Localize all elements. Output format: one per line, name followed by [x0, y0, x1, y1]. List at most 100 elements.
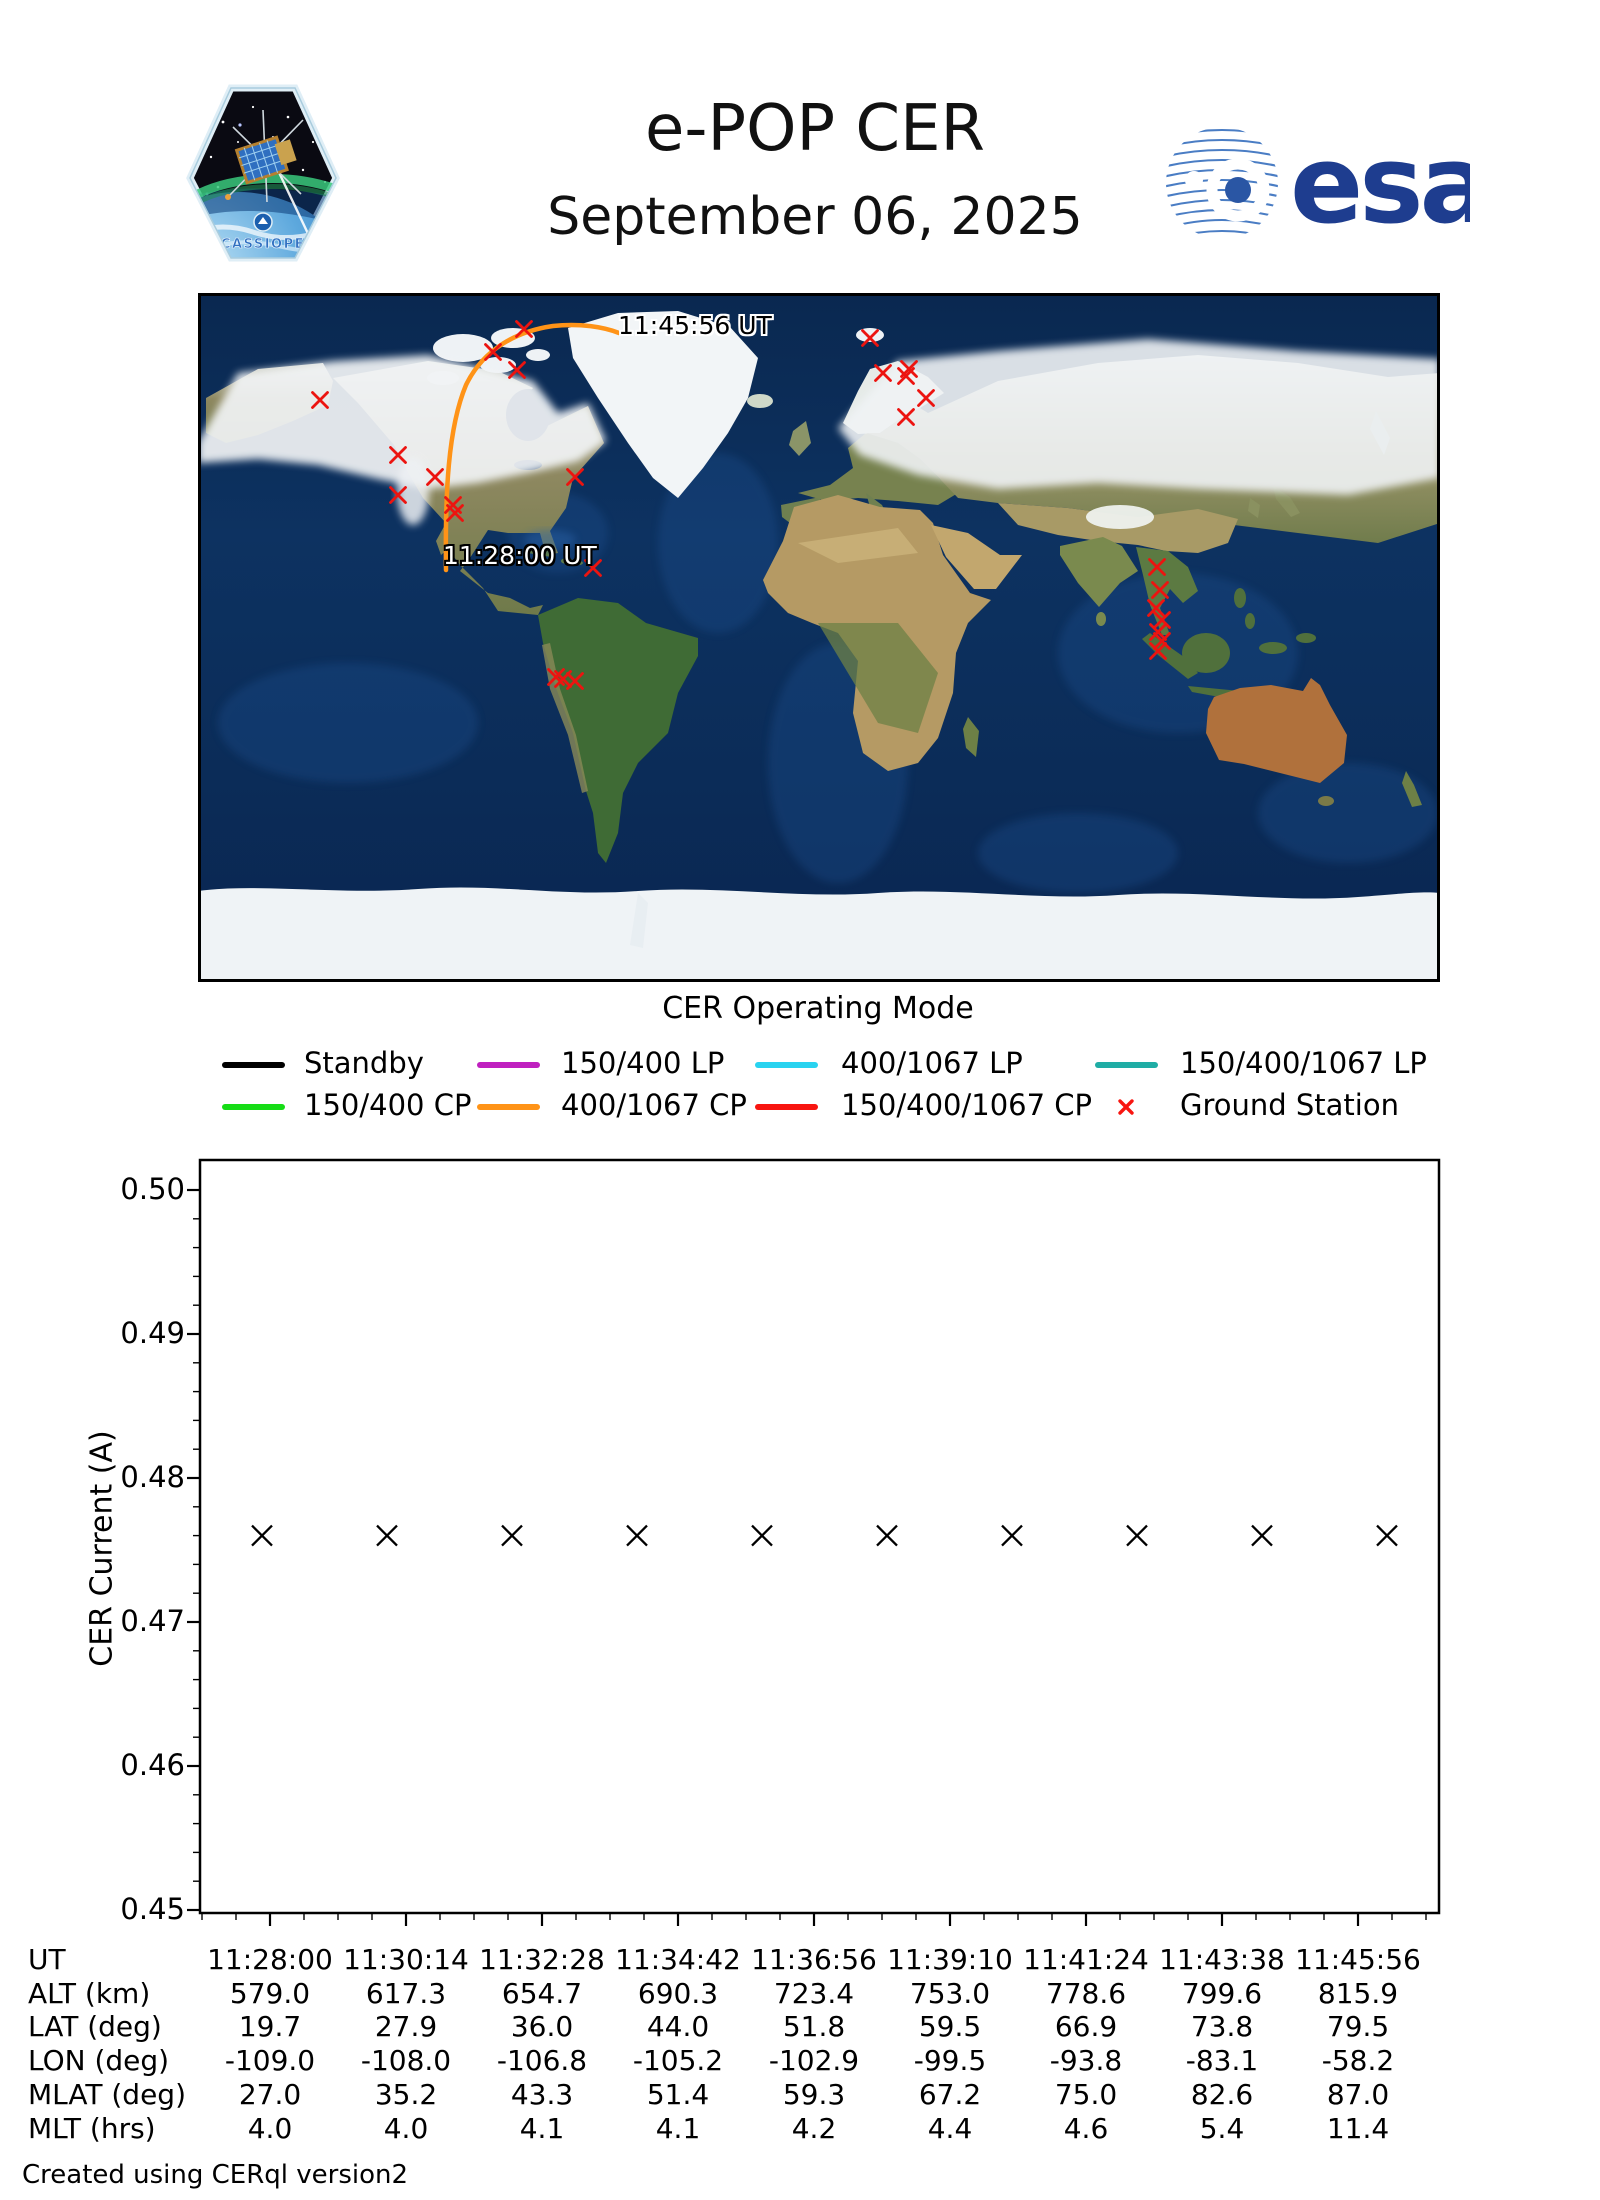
table-row-label: MLAT (deg) [28, 2078, 187, 2111]
cassiope-mission-patch-icon: CASSIOPE [186, 84, 340, 262]
table-cell: -108.0 [360, 2044, 452, 2077]
ground-station-marker [1153, 632, 1171, 650]
legend-swatch-150-400-1067-cp [755, 1104, 818, 1110]
legend-label-standby: Standby [304, 1046, 424, 1080]
ground-station-marker [515, 320, 533, 338]
table-cell: 11:28:00 [207, 1943, 333, 1976]
map-graphic [198, 293, 1440, 982]
legend-swatch-150-400-1067-lp [1095, 1062, 1158, 1068]
table-cell: 27.9 [374, 2010, 438, 2043]
table-cell: 690.3 [637, 1977, 719, 2010]
ground-station-marker [311, 391, 329, 409]
table-cell: 4.6 [1063, 2112, 1109, 2145]
legend-title: CER Operating Mode [662, 991, 974, 1026]
track-end-time-label: 11:45:56 UT [618, 311, 772, 340]
ground-station-marker [1149, 642, 1167, 660]
legend-swatch-150-400-cp [222, 1104, 285, 1110]
table-row-label: MLT (hrs) [28, 2112, 156, 2145]
ground-station-marker [861, 329, 879, 347]
y-tick-label: 0.50 [120, 1172, 185, 1206]
ground-station-marker [897, 408, 915, 426]
world-map: 11:45:56 UT 11:28:00 UT [198, 293, 1440, 982]
legend-label-ground-station: Ground Station [1180, 1088, 1399, 1122]
ground-station-marker [897, 367, 915, 385]
ground-stations-layer [311, 320, 1171, 690]
data-point-marker [626, 1524, 648, 1547]
table-cell: 4.2 [791, 2112, 837, 2145]
ground-station-marker [426, 468, 444, 486]
table-cell: 4.1 [519, 2112, 565, 2145]
plot-data-markers [251, 1524, 1398, 1547]
y-tick-label: 0.49 [120, 1316, 185, 1350]
page-title: e-POP CER [645, 92, 985, 166]
ground-station-marker [389, 446, 407, 464]
legend-swatch-standby [222, 1062, 285, 1068]
legend-swatch-150-400-lp [477, 1062, 540, 1068]
table-cell: -105.2 [632, 2044, 724, 2077]
ground-station-marker [566, 672, 584, 690]
legend-label-400-1067-lp: 400/1067 LP [841, 1046, 1023, 1080]
table-cell: 4.0 [383, 2112, 429, 2145]
ground-station-marker [508, 361, 526, 379]
y-tick-label: 0.45 [120, 1892, 185, 1926]
table-row-label: UT [28, 1943, 66, 1976]
data-point-marker [876, 1524, 898, 1547]
data-point-marker [1126, 1524, 1148, 1547]
cer-current-plot [187, 1158, 1441, 1926]
table-cell: 11:45:56 [1295, 1943, 1421, 1976]
table-cell: 4.4 [927, 2112, 973, 2145]
table-cell: 67.2 [918, 2078, 982, 2111]
table-cell: 4.1 [655, 2112, 701, 2145]
legend-label-150-400-lp: 150/400 LP [561, 1046, 725, 1080]
ground-station-marker [1147, 599, 1165, 617]
table-cell: -99.5 [913, 2044, 987, 2077]
table-cell: 35.2 [374, 2078, 438, 2111]
patch-text: CASSIOPE [221, 237, 305, 252]
data-point-marker [751, 1524, 773, 1547]
ground-station-marker [917, 389, 935, 407]
orbit-track [443, 322, 622, 573]
table-cell: 5.4 [1199, 2112, 1245, 2145]
track-start-time-label: 11:28:00 UT [443, 541, 597, 570]
data-point-marker [251, 1524, 273, 1547]
data-point-marker [1376, 1524, 1398, 1547]
table-cell: 27.0 [238, 2078, 302, 2111]
table-cell: 51.8 [782, 2010, 846, 2043]
table-cell: 617.3 [365, 1977, 447, 2010]
y-tick-label: 0.48 [120, 1460, 185, 1494]
table-cell: 87.0 [1326, 2078, 1390, 2111]
y-axis-label: CER Current (A) [84, 1430, 120, 1667]
ground-station-marker [584, 559, 602, 577]
table-cell: 815.9 [1317, 1977, 1399, 2010]
table-row-label: LON (deg) [28, 2044, 170, 2077]
ground-station-marker [566, 468, 584, 486]
table-cell: 11:39:10 [887, 1943, 1013, 1976]
table-cell: 723.4 [773, 1977, 855, 2010]
ground-station-marker [874, 364, 892, 382]
ground-station-marker [1151, 581, 1169, 599]
table-cell: 778.6 [1045, 1977, 1127, 2010]
legend-swatch-400-1067-lp [755, 1062, 818, 1068]
table-cell: 11.4 [1326, 2112, 1390, 2145]
table-cell: -58.2 [1321, 2044, 1395, 2077]
table-cell: 44.0 [646, 2010, 710, 2043]
table-cell: 4.0 [247, 2112, 293, 2145]
page-date: September 06, 2025 [547, 187, 1083, 247]
table-cell: 59.5 [918, 2010, 982, 2043]
ground-station-marker [1153, 611, 1171, 629]
table-cell: 799.6 [1181, 1977, 1263, 2010]
table-cell: 753.0 [909, 1977, 991, 2010]
y-tick-label: 0.47 [120, 1604, 185, 1638]
ground-station-marker [1148, 558, 1166, 576]
table-cell: 51.4 [646, 2078, 710, 2111]
table-cell: 11:32:28 [479, 1943, 605, 1976]
esa-logo-icon: esa [1166, 123, 1470, 248]
table-cell: 11:43:38 [1159, 1943, 1285, 1976]
legend-swatch-400-1067-cp [477, 1104, 540, 1110]
table-row-label: ALT (km) [28, 1977, 151, 2010]
table-cell: 654.7 [501, 1977, 583, 2010]
legend-label-150-400-cp: 150/400 CP [304, 1088, 472, 1122]
data-point-marker [376, 1524, 398, 1547]
table-row-label: LAT (deg) [28, 2010, 162, 2043]
table-cell: 59.3 [782, 2078, 846, 2111]
